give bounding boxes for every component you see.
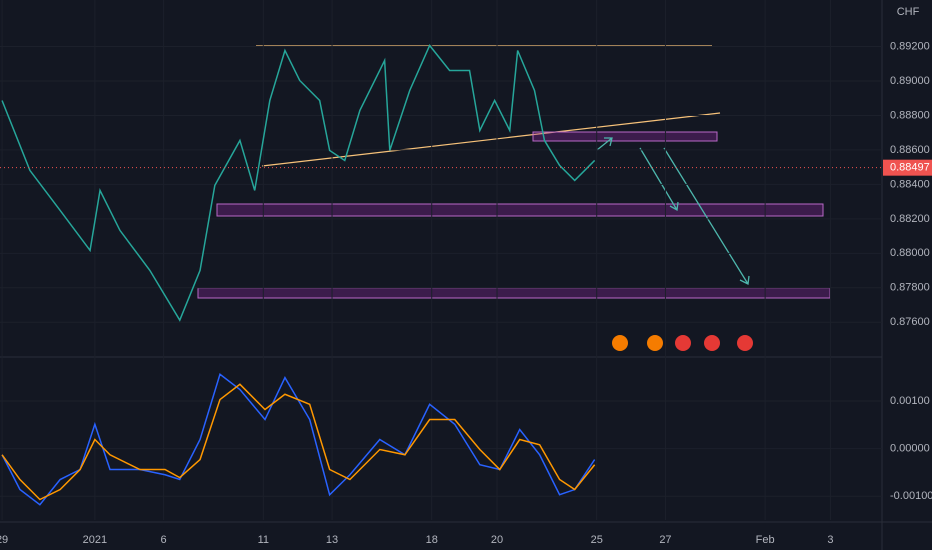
last-price-box bbox=[883, 159, 932, 176]
y-tick-label: 0.88600 bbox=[890, 144, 930, 156]
y-tick-label: 0.87600 bbox=[890, 316, 930, 328]
x-tick-label: 6 bbox=[161, 534, 167, 546]
series-line bbox=[1, 44, 596, 322]
y-tick-label: 0.88800 bbox=[890, 109, 930, 121]
x-tick-label: 3 bbox=[827, 534, 833, 546]
currency-label: CHF bbox=[897, 6, 920, 18]
zone-box bbox=[197, 287, 831, 299]
x-tick-label: 20 bbox=[491, 534, 503, 546]
x-tick-label: 25 bbox=[591, 534, 603, 546]
y-tick-label: 0.87800 bbox=[890, 282, 930, 294]
y-tick-label: 0.88400 bbox=[890, 178, 930, 190]
y-tick-label: 0.89200 bbox=[890, 40, 930, 52]
last-price-label: 0.88497 bbox=[890, 162, 930, 174]
y-tick-label: 0.00100 bbox=[890, 395, 930, 407]
x-tick-label: Feb bbox=[756, 534, 775, 546]
x-tick-label: 2021 bbox=[83, 534, 107, 546]
x-tick-label: 27 bbox=[659, 534, 671, 546]
arrow bbox=[663, 147, 750, 285]
y-tick-label: -0.00100 bbox=[890, 490, 932, 502]
y-tick-label: 0.88200 bbox=[890, 213, 930, 225]
y-tick-label: 0.88000 bbox=[890, 247, 930, 259]
x-tick-label: 29 bbox=[0, 534, 8, 546]
series-line bbox=[1, 373, 596, 506]
zone-box bbox=[216, 203, 824, 217]
arrow bbox=[596, 137, 613, 151]
x-tick-label: 11 bbox=[258, 534, 269, 546]
x-tick-label: 13 bbox=[326, 534, 338, 546]
y-tick-label: 0.89000 bbox=[890, 75, 930, 87]
event-icons bbox=[612, 335, 753, 351]
zone-box bbox=[532, 131, 718, 142]
series-line bbox=[1, 383, 596, 501]
drawings bbox=[197, 45, 831, 351]
trend-line bbox=[261, 112, 721, 167]
arrow bbox=[639, 147, 679, 212]
x-tick-label: 18 bbox=[426, 534, 438, 546]
y-tick-label: 0.00000 bbox=[890, 442, 930, 454]
